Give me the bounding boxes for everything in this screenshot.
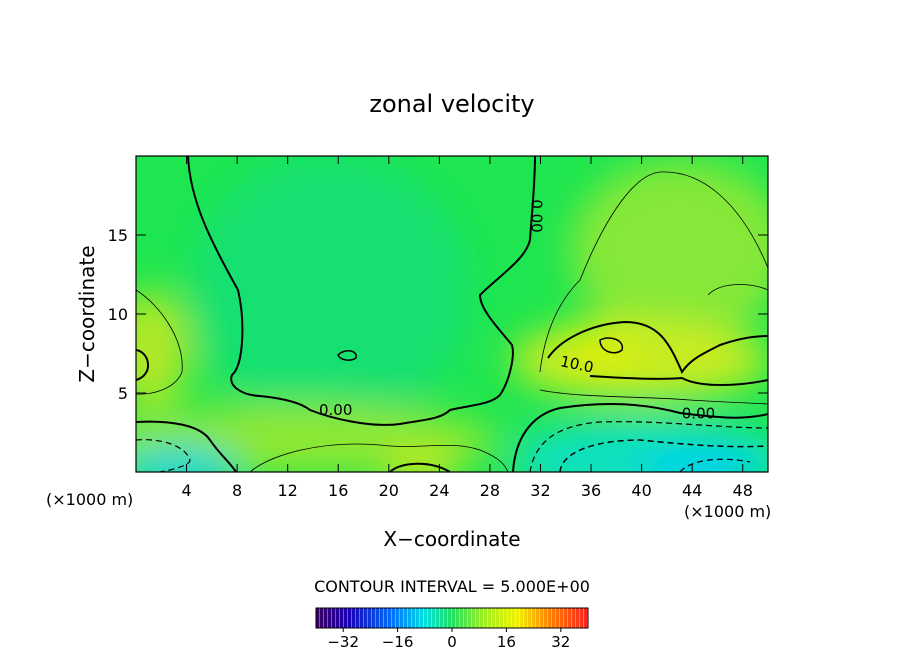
colorbar-tick-label: 16 xyxy=(497,633,516,651)
contour-fifteen xyxy=(599,337,624,354)
contour-five-thin xyxy=(539,171,768,373)
contour-interval: CONTOUR INTERVAL = 5.000E+00 xyxy=(314,577,590,596)
colorbar-tick-label: −16 xyxy=(382,633,414,651)
contour-bottom-left xyxy=(136,420,237,472)
contour-value-label: 0.00 xyxy=(319,401,352,419)
x-tick-label: 24 xyxy=(429,481,449,500)
y-tick-label: 15 xyxy=(108,226,128,245)
contour-neg-right-3 xyxy=(679,458,751,472)
contour-value-label: 0.00 xyxy=(528,199,546,232)
x-tick-label: 28 xyxy=(480,481,500,500)
y-tick-label: 5 xyxy=(118,384,128,403)
x-tick-label: 20 xyxy=(379,481,399,500)
y-axis: 5 10 15 xyxy=(108,226,768,403)
colorbar-tick-label: 0 xyxy=(447,633,457,651)
x-tick-label: 8 xyxy=(232,481,242,500)
colorbar-tick-label: 32 xyxy=(551,633,570,651)
colorbar-tick-label: −32 xyxy=(327,633,359,651)
x-tick-label: 12 xyxy=(278,481,298,500)
x-tick-label: 16 xyxy=(328,481,348,500)
colorbar-stripes xyxy=(316,608,588,628)
x-tick-label: 36 xyxy=(581,481,601,500)
x-unit-right: (×1000 m) xyxy=(684,502,771,521)
y-axis-title: Z−coordinate xyxy=(75,245,99,382)
contour-bottom-thin xyxy=(249,443,509,472)
contour-lines xyxy=(136,156,768,472)
contour-ten xyxy=(547,320,768,375)
chart-title: zonal velocity xyxy=(369,90,534,118)
contour-zero-left xyxy=(187,156,536,426)
colorbar-ticks: −32 −16 0 16 32 xyxy=(327,628,570,651)
contour-neg-right-2 xyxy=(529,421,768,472)
x-tick-label: 32 xyxy=(530,481,550,500)
velocity-field xyxy=(136,156,768,472)
x-tick-label: 44 xyxy=(682,481,702,500)
contour-zero-bottom-right xyxy=(512,402,768,472)
x-tick-label: 4 xyxy=(181,481,191,500)
contour-five-thin-2 xyxy=(707,284,768,296)
contour-ten-lower xyxy=(589,375,768,386)
y-tick-label: 10 xyxy=(108,305,128,324)
contour-neg-left xyxy=(136,439,191,472)
x-tick-label: 40 xyxy=(631,481,651,500)
contour-value-label: 0.00 xyxy=(682,404,715,422)
contour-left-thin xyxy=(136,289,183,395)
colorbar: −32 −16 0 16 32 xyxy=(315,607,589,651)
x-axis-title: X−coordinate xyxy=(383,527,520,551)
contour-bottom-bump xyxy=(389,462,451,472)
contour-small-loop xyxy=(337,350,357,361)
x-axis: 4 8 12 16 20 24 28 32 36 40 44 48 xyxy=(181,156,753,500)
x-unit-left: (×1000 m) xyxy=(46,490,133,509)
x-tick-label: 48 xyxy=(733,481,753,500)
contour-left-bold xyxy=(136,349,149,381)
contour-five-thin-3 xyxy=(539,389,768,405)
contour-neg-right xyxy=(559,439,768,472)
